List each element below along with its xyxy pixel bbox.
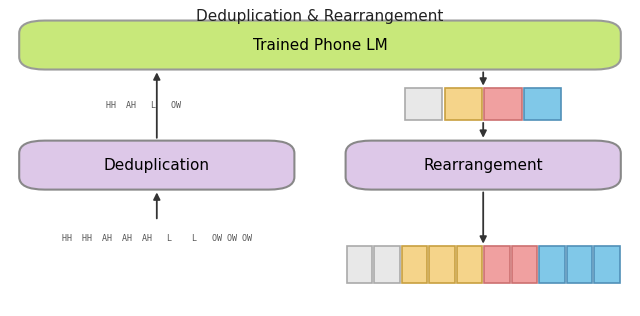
FancyBboxPatch shape — [484, 88, 522, 120]
Text: Trained Phone LM: Trained Phone LM — [253, 38, 387, 52]
FancyBboxPatch shape — [347, 246, 372, 283]
FancyBboxPatch shape — [595, 246, 620, 283]
Text: HH  HH  AH  AH  AH   L    L   OW OW OW: HH HH AH AH AH L L OW OW OW — [62, 234, 252, 243]
FancyBboxPatch shape — [484, 246, 509, 283]
Text: Rearrangement: Rearrangement — [424, 158, 543, 173]
FancyBboxPatch shape — [402, 246, 428, 283]
Text: Deduplication: Deduplication — [104, 158, 210, 173]
Text: Deduplication & Rearrangement: Deduplication & Rearrangement — [196, 9, 444, 24]
FancyBboxPatch shape — [19, 141, 294, 190]
FancyBboxPatch shape — [524, 88, 561, 120]
FancyBboxPatch shape — [512, 246, 538, 283]
FancyBboxPatch shape — [429, 246, 455, 283]
FancyBboxPatch shape — [445, 88, 482, 120]
FancyBboxPatch shape — [374, 246, 400, 283]
Text: HH  AH   L   OW: HH AH L OW — [106, 100, 182, 110]
FancyBboxPatch shape — [346, 141, 621, 190]
FancyBboxPatch shape — [457, 246, 483, 283]
FancyBboxPatch shape — [540, 246, 565, 283]
FancyBboxPatch shape — [405, 88, 442, 120]
FancyBboxPatch shape — [19, 21, 621, 70]
FancyBboxPatch shape — [567, 246, 593, 283]
